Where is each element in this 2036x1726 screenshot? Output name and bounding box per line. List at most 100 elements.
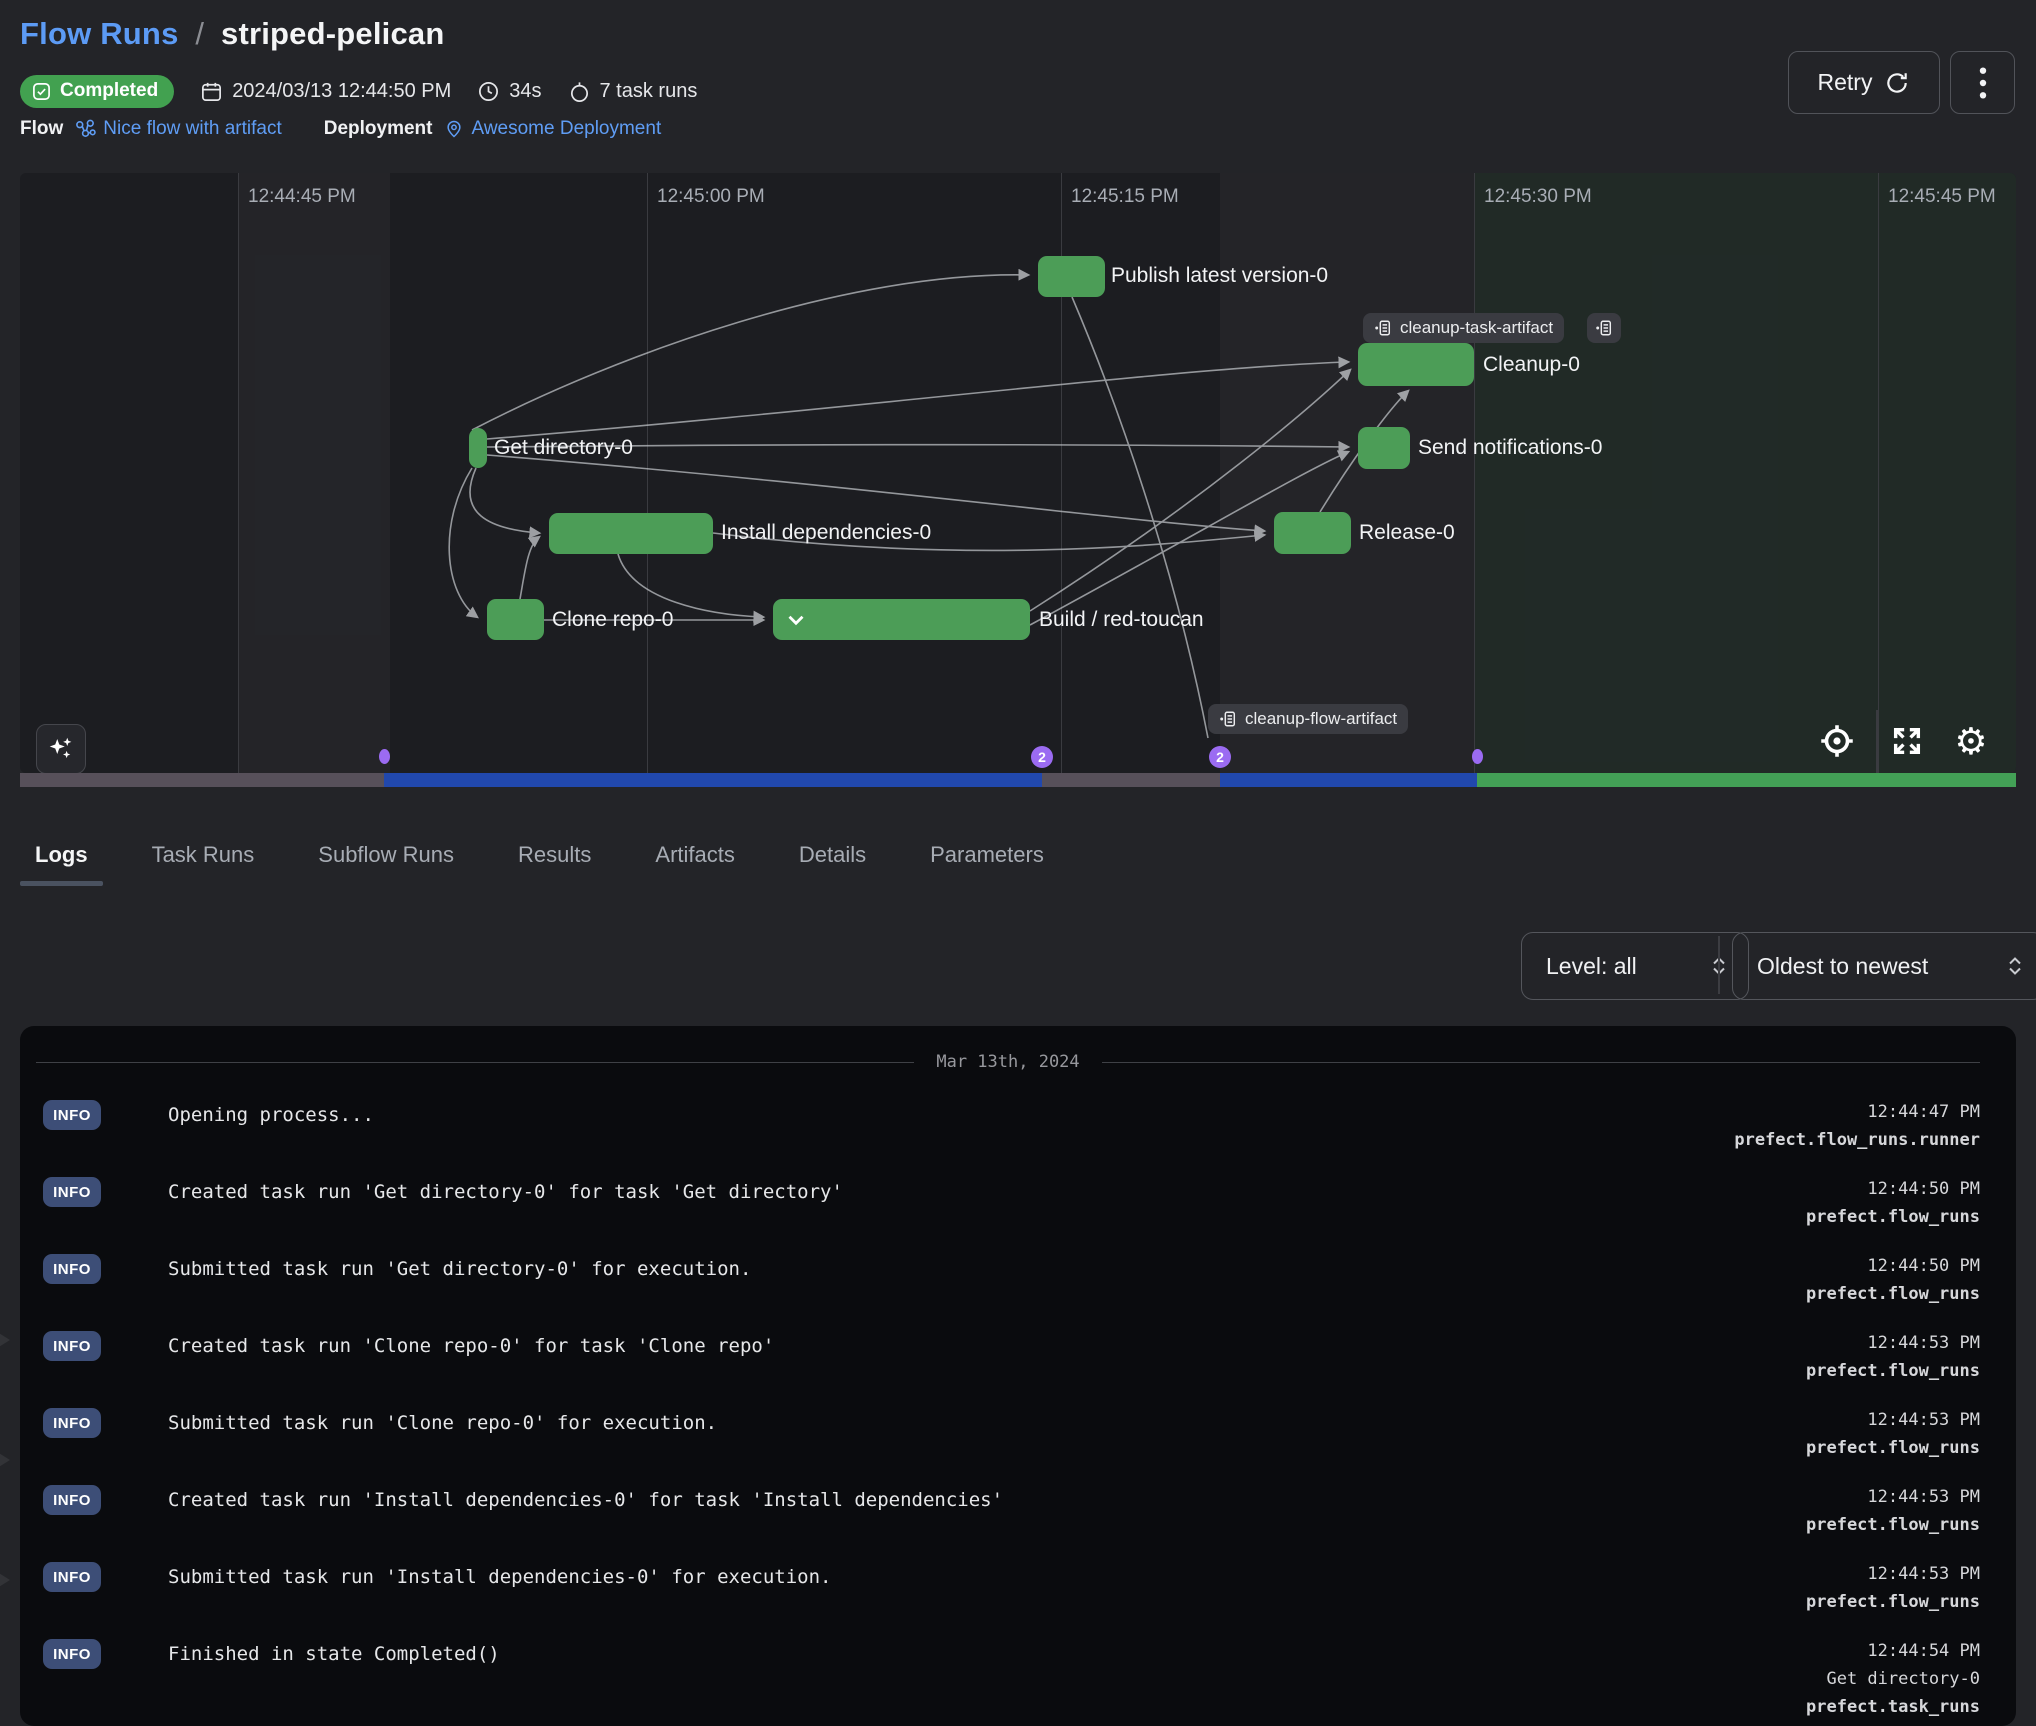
bar-segment-gray	[20, 773, 384, 787]
bar-segment-blue	[1220, 773, 1477, 787]
artifact-badge-label: cleanup-flow-artifact	[1245, 709, 1398, 728]
chevron-down-icon[interactable]	[783, 607, 809, 633]
artifact-badge-cleanup-flow[interactable]: cleanup-flow-artifact	[1208, 704, 1409, 734]
task-runs-value: 7 task runs	[599, 79, 698, 102]
tab-parameters[interactable]: Parameters	[930, 842, 1044, 867]
bar-segment-blue	[384, 773, 1042, 787]
log-time: 12:44:53 PM	[1867, 1564, 1980, 1584]
breadcrumb: Flow Runs / striped-pelican	[20, 16, 445, 52]
task-node-publish-latest-version[interactable]	[1038, 256, 1105, 297]
log-message: Created task run 'Get directory-0' for t…	[168, 1181, 843, 1203]
log-level-select-value: Level: all	[1546, 952, 1637, 979]
log-time: 12:44:53 PM	[1867, 1487, 1980, 1507]
fullscreen-icon[interactable]	[1888, 722, 1926, 760]
artifact-badge-label: cleanup-task-artifact	[1400, 318, 1554, 337]
kebab-icon	[1979, 66, 1986, 99]
flow-run-graph[interactable]: 12:44:45 PM 12:45:00 PM 12:45:15 PM 12:4…	[20, 173, 2016, 773]
chevron-updown-icon	[2009, 957, 2021, 975]
check-square-icon	[33, 82, 50, 100]
log-row: INFO Created task run 'Install dependenc…	[20, 1485, 2016, 1562]
flow-icon	[76, 119, 97, 137]
axis-tick: 12:44:45 PM	[248, 186, 356, 207]
retry-button[interactable]: Retry	[1788, 51, 1940, 114]
status-badge: Completed	[20, 74, 175, 108]
sparkles-icon	[49, 737, 72, 759]
task-node-cleanup[interactable]	[1358, 343, 1474, 386]
gridline	[238, 173, 239, 773]
tab-logs[interactable]: Logs	[20, 828, 103, 886]
log-logger: prefect.flow_runs	[1806, 1438, 1980, 1458]
logs-panel[interactable]: Mar 13th, 2024 INFO Opening process... 1…	[20, 1026, 2016, 1726]
recenter-icon[interactable]	[1818, 722, 1856, 760]
log-level-badge: INFO	[43, 1639, 101, 1669]
log-sort-select-value: Oldest to newest	[1757, 952, 1929, 979]
timeline-marker-count[interactable]: 2	[1209, 746, 1231, 768]
bar-segment-green	[1477, 773, 2016, 787]
task-node-label: Get directory-0	[494, 436, 633, 459]
log-logger: prefect.flow_runs	[1806, 1284, 1980, 1304]
timeline-marker-dot[interactable]	[379, 749, 390, 764]
task-node-get-directory[interactable]	[469, 428, 487, 468]
breadcrumb-flow-runs-link[interactable]: Flow Runs	[20, 16, 179, 51]
log-logger: prefect.flow_runs	[1806, 1592, 1980, 1612]
graph-ai-button[interactable]	[36, 724, 86, 773]
task-node-release[interactable]	[1274, 512, 1351, 554]
log-level-select[interactable]: Level: all	[1521, 932, 1749, 1000]
log-date-divider: Mar 13th, 2024	[36, 1052, 1981, 1072]
page-title: striped-pelican	[221, 16, 445, 51]
log-logger: prefect.task_runs	[1806, 1697, 1980, 1717]
log-logger: prefect.flow_runs	[1806, 1207, 1980, 1227]
edge-chevron-decoration	[0, 1450, 20, 1470]
log-time: 12:44:50 PM	[1867, 1256, 1980, 1276]
log-level-badge: INFO	[43, 1408, 101, 1438]
edge-chevron-decoration	[0, 1570, 20, 1590]
log-time: 12:44:47 PM	[1867, 1102, 1980, 1122]
axis-tick: 12:45:30 PM	[1484, 186, 1592, 207]
tab-details[interactable]: Details	[798, 842, 867, 867]
kebab-menu-button[interactable]	[1950, 51, 2015, 114]
deployment-link[interactable]: Awesome Deployment	[444, 118, 661, 140]
tab-subflow-runs[interactable]: Subflow Runs	[318, 842, 455, 867]
log-sort-select[interactable]: Oldest to newest	[1732, 932, 2036, 1000]
timeline-marker-count[interactable]: 2	[1031, 746, 1053, 768]
task-node-label: Clone repo-0	[552, 608, 674, 631]
tab-results[interactable]: Results	[518, 842, 592, 867]
retry-label: Retry	[1817, 69, 1873, 95]
log-row: INFO Created task run 'Get directory-0' …	[20, 1177, 2016, 1254]
gridline	[647, 173, 648, 773]
dag-edges	[448, 268, 1410, 739]
artifact-icon	[1375, 320, 1391, 336]
log-message: Submitted task run 'Install dependencies…	[168, 1566, 832, 1588]
graph-settings-gear-icon[interactable]: ⚙	[1954, 720, 1988, 762]
timeline-marker-dot[interactable]	[1472, 749, 1483, 764]
toolbar-divider	[1876, 710, 1878, 773]
artifact-badge-cleanup-task[interactable]: cleanup-task-artifact	[1363, 313, 1565, 343]
bar-segment-gray	[1042, 773, 1220, 787]
log-date-label: Mar 13th, 2024	[936, 1052, 1080, 1072]
run-task-count: 7 task runs	[568, 79, 698, 103]
log-message: Created task run 'Install dependencies-0…	[168, 1489, 1004, 1511]
task-node-clone-repo[interactable]	[487, 599, 544, 640]
tab-artifacts[interactable]: Artifacts	[655, 842, 735, 867]
artifact-badge-mini[interactable]	[1587, 313, 1621, 343]
mini-timeline-bar[interactable]	[20, 773, 2016, 787]
task-node-label: Release-0	[1359, 521, 1455, 544]
task-node-label: Send notifications-0	[1418, 436, 1603, 459]
log-logger: prefect.flow_runs	[1806, 1361, 1980, 1381]
flow-link[interactable]: Nice flow with artifact	[75, 118, 282, 140]
task-node-send-notifications[interactable]	[1358, 427, 1410, 469]
log-level-badge: INFO	[43, 1562, 101, 1592]
task-node-install-dependencies[interactable]	[549, 513, 713, 554]
task-node-label: Publish latest version-0	[1111, 264, 1329, 287]
run-duration: 34s	[477, 79, 542, 103]
run-duration-value: 34s	[509, 79, 542, 102]
calendar-icon	[202, 82, 222, 101]
run-start-time: 2024/03/13 12:44:50 PM	[200, 80, 451, 103]
log-level-badge: INFO	[43, 1485, 101, 1515]
log-time: 12:44:53 PM	[1867, 1410, 1980, 1430]
axis-tick: 12:45:15 PM	[1071, 186, 1179, 207]
subflow-node-build[interactable]	[773, 599, 1030, 640]
tab-task-runs[interactable]: Task Runs	[151, 842, 255, 867]
log-level-badge: INFO	[43, 1100, 101, 1130]
